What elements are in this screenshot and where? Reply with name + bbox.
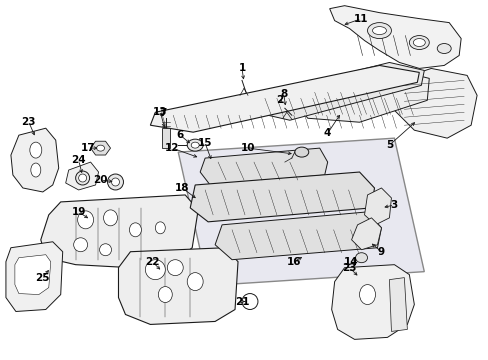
Text: 22: 22	[145, 257, 159, 267]
Ellipse shape	[359, 285, 375, 305]
Ellipse shape	[103, 210, 117, 226]
Text: 21: 21	[234, 297, 249, 306]
Ellipse shape	[78, 211, 93, 229]
Polygon shape	[11, 128, 59, 192]
Text: 12: 12	[164, 143, 179, 153]
Polygon shape	[388, 278, 407, 332]
Text: 9: 9	[377, 247, 384, 257]
Text: 23: 23	[21, 117, 36, 127]
Ellipse shape	[191, 142, 199, 148]
Text: 20: 20	[93, 175, 107, 185]
Text: 19: 19	[71, 207, 86, 217]
Polygon shape	[6, 242, 62, 311]
Ellipse shape	[367, 23, 390, 39]
Ellipse shape	[187, 273, 203, 291]
Polygon shape	[65, 162, 99, 190]
Ellipse shape	[129, 223, 141, 237]
Text: 15: 15	[198, 138, 212, 148]
Polygon shape	[364, 188, 390, 225]
Text: 11: 11	[354, 14, 368, 24]
Text: 7: 7	[159, 108, 167, 118]
Polygon shape	[351, 218, 381, 250]
Polygon shape	[90, 141, 110, 155]
Polygon shape	[178, 138, 424, 285]
Ellipse shape	[412, 39, 425, 46]
Polygon shape	[390, 68, 476, 138]
Ellipse shape	[158, 287, 172, 302]
Ellipse shape	[155, 222, 165, 234]
Polygon shape	[190, 172, 374, 222]
Text: 25: 25	[36, 273, 50, 283]
Ellipse shape	[242, 293, 258, 310]
Ellipse shape	[355, 253, 367, 263]
Polygon shape	[254, 62, 424, 120]
Text: 4: 4	[324, 128, 331, 138]
Ellipse shape	[76, 171, 89, 185]
Ellipse shape	[96, 145, 104, 151]
Text: 23: 23	[342, 263, 356, 273]
Text: 16: 16	[286, 257, 301, 267]
Ellipse shape	[167, 260, 183, 276]
Ellipse shape	[187, 139, 203, 151]
Polygon shape	[297, 68, 428, 122]
Ellipse shape	[31, 163, 41, 177]
Text: 24: 24	[71, 155, 86, 165]
Text: 2: 2	[276, 95, 283, 105]
Ellipse shape	[79, 174, 86, 182]
Ellipse shape	[107, 174, 123, 190]
Ellipse shape	[111, 178, 119, 186]
Polygon shape	[215, 212, 381, 260]
Text: 6: 6	[176, 130, 183, 140]
Ellipse shape	[145, 260, 165, 280]
Text: 14: 14	[344, 257, 358, 267]
Polygon shape	[162, 128, 170, 148]
Polygon shape	[15, 255, 51, 294]
Polygon shape	[118, 248, 238, 324]
Text: 5: 5	[385, 140, 392, 150]
Text: 13: 13	[153, 107, 167, 117]
Polygon shape	[331, 265, 413, 339]
Text: 8: 8	[280, 89, 287, 99]
Ellipse shape	[372, 27, 386, 35]
Ellipse shape	[74, 238, 87, 252]
Text: 3: 3	[390, 200, 397, 210]
Text: 18: 18	[175, 183, 189, 193]
Text: 17: 17	[81, 143, 96, 153]
Ellipse shape	[100, 244, 111, 256]
Ellipse shape	[294, 147, 308, 157]
Ellipse shape	[436, 44, 450, 54]
Text: 1: 1	[238, 63, 245, 73]
Ellipse shape	[30, 142, 41, 158]
Ellipse shape	[408, 36, 428, 50]
Polygon shape	[329, 6, 460, 68]
Polygon shape	[150, 66, 419, 132]
Polygon shape	[200, 148, 327, 185]
Text: 10: 10	[240, 143, 255, 153]
Polygon shape	[41, 195, 198, 268]
